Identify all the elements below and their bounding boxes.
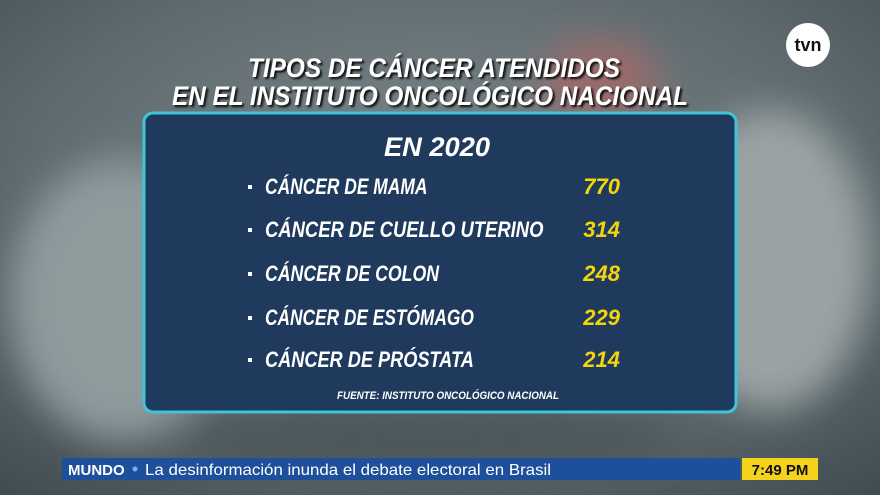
panel-heading: EN 2020 <box>384 132 490 162</box>
bullet <box>248 358 252 362</box>
ticker-section: MUNDO <box>68 462 125 479</box>
title-line: EN EL INSTITUTO ONCOLÓGICO NACIONAL <box>172 80 688 111</box>
item-label: CÁNCER DE MAMA <box>265 174 427 199</box>
item-value: 314 <box>583 217 620 242</box>
bullet <box>248 272 252 276</box>
item-value: 229 <box>582 305 620 330</box>
item-value: 248 <box>582 261 620 286</box>
bullet <box>248 316 252 320</box>
item-label: CÁNCER DE CUELLO UTERINO <box>265 217 543 242</box>
logo: tvn <box>795 35 822 55</box>
logo-badge <box>786 23 830 67</box>
ticker-headline: La desinformación inunda el debate elect… <box>145 462 551 479</box>
ticker-time: 7:49 PM <box>752 462 809 479</box>
source: FUENTE: INSTITUTO ONCOLÓGICO NACIONAL <box>337 389 559 402</box>
title-line: TIPOS DE CÁNCER ATENDIDOS <box>248 52 620 83</box>
item-value: 214 <box>582 347 620 372</box>
bullet <box>248 228 252 232</box>
item-label: CÁNCER DE COLON <box>265 261 440 286</box>
ticker-bar <box>62 458 740 480</box>
item-label: CÁNCER DE PRÓSTATA <box>265 347 474 372</box>
panel <box>142 111 738 414</box>
bullet <box>248 185 252 189</box>
item-label: CÁNCER DE ESTÓMAGO <box>265 305 474 330</box>
ticker-dot <box>132 466 138 472</box>
item-value: 770 <box>583 174 620 199</box>
time-box <box>742 458 818 480</box>
